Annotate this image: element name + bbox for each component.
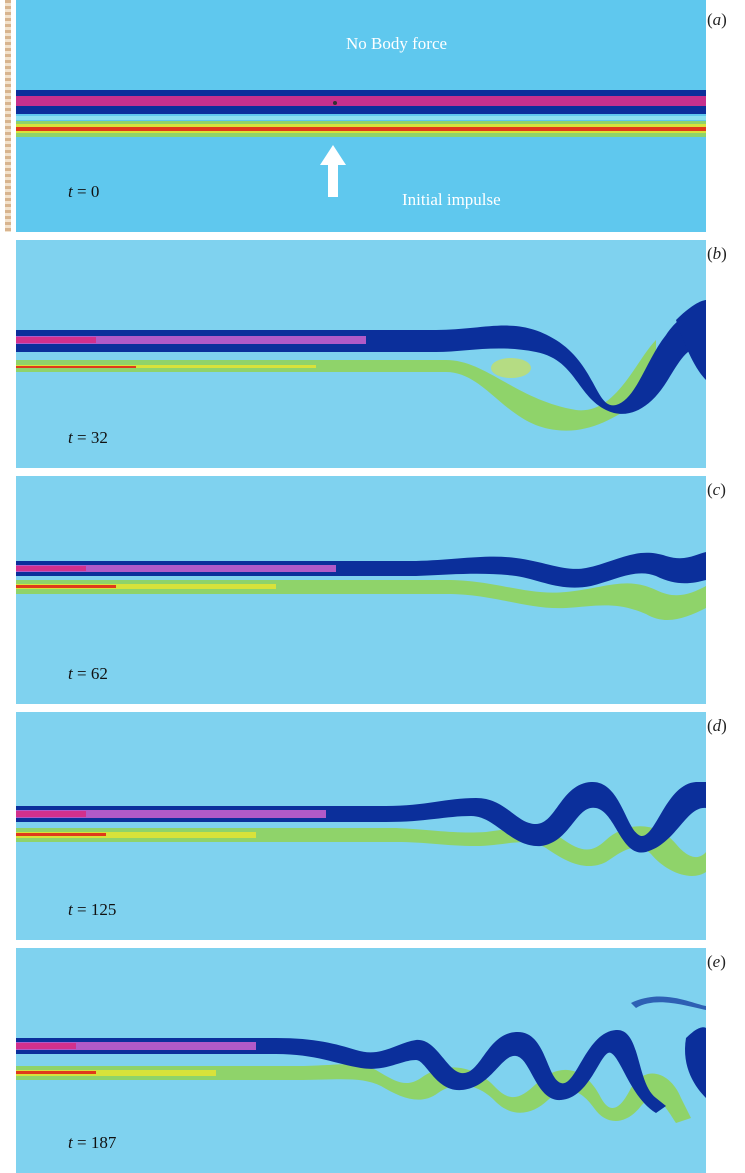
time-label-text: t = 32 — [68, 428, 108, 447]
time-label-e: t = 187 — [68, 1133, 116, 1153]
time-label-c: t = 62 — [68, 664, 108, 684]
panel-e: t = 187 — [16, 948, 706, 1173]
panel-letter-d: (d) — [707, 716, 727, 735]
panel-a: No Body force Initial impulse t = 0 — [16, 0, 706, 232]
panel-c: t = 62 — [16, 476, 706, 704]
flow-field-c — [16, 476, 706, 704]
annotation-no-body-force: No Body force — [346, 34, 448, 53]
flow-field-b — [16, 240, 706, 468]
flow-field-e — [16, 948, 706, 1173]
panel-letter-a: (a) — [707, 10, 727, 29]
time-label-text: t = 62 — [68, 664, 108, 683]
time-label-b: t = 32 — [68, 428, 108, 448]
panel-d: t = 125 — [16, 712, 706, 940]
time-label-a: t = 0 — [68, 182, 99, 202]
panel-letter-b: (b) — [707, 244, 727, 263]
up-arrow-icon — [320, 145, 346, 197]
scale-ruler-strip — [5, 0, 11, 232]
panel-letter-c: (c) — [707, 480, 726, 499]
time-label-text: t = 187 — [68, 1133, 117, 1152]
time-label-text: t = 0 — [68, 182, 100, 201]
annotation-initial-impulse: Initial impulse — [402, 190, 501, 209]
time-label-text: t = 125 — [68, 900, 117, 919]
panel-letter-e: (e) — [707, 952, 726, 971]
time-label-d: t = 125 — [68, 900, 116, 920]
flow-field-d — [16, 712, 706, 940]
panel-b: t = 32 — [16, 240, 706, 468]
flow-field-a — [16, 0, 706, 232]
